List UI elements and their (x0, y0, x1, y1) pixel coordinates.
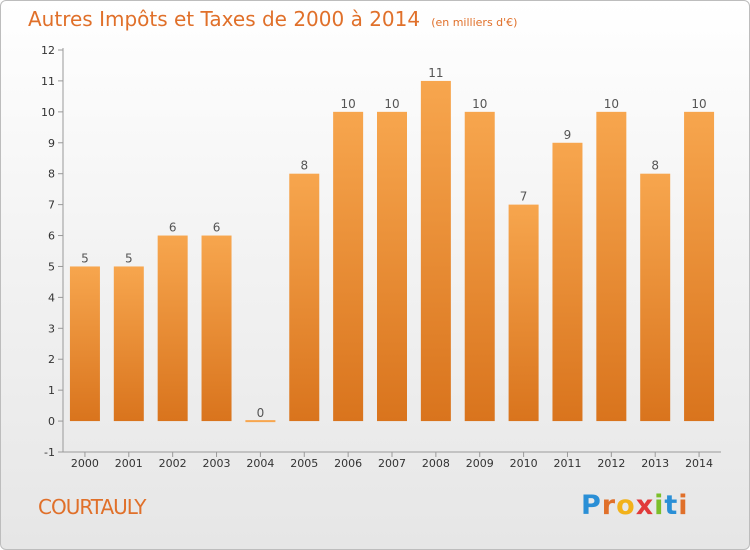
y-tick-label: -1 (44, 446, 55, 459)
bar (464, 111, 495, 422)
y-tick-label: 11 (41, 75, 55, 88)
x-tick-label: 2002 (159, 457, 187, 470)
bar (333, 111, 364, 422)
value-label: 6 (169, 221, 177, 235)
bar (113, 266, 144, 422)
bar (596, 111, 627, 422)
x-tick-label: 2009 (466, 457, 494, 470)
value-label: 10 (472, 97, 487, 111)
x-tick-label: 2013 (641, 457, 669, 470)
bar (289, 173, 320, 422)
x-tick-label: 2005 (290, 457, 318, 470)
x-tick-label: 2011 (553, 457, 581, 470)
value-label: 5 (125, 251, 133, 265)
y-tick-label: 10 (41, 106, 55, 119)
y-tick-label: 2 (48, 353, 55, 366)
x-tick-label: 2006 (334, 457, 362, 470)
bar (201, 235, 232, 422)
value-label: 11 (428, 66, 443, 80)
x-tick-label: 2008 (422, 457, 450, 470)
value-label: 8 (651, 159, 659, 173)
logo-letter: i (678, 490, 689, 521)
y-tick-label: 12 (41, 44, 55, 57)
logo-letter: x (635, 490, 655, 521)
proxiti-logo: Proxiti (581, 490, 689, 521)
value-label: 0 (257, 406, 265, 420)
x-tick-label: 2012 (597, 457, 625, 470)
x-tick-label: 2007 (378, 457, 406, 470)
y-tick-label: 3 (48, 322, 55, 335)
y-tick-label: 0 (48, 415, 55, 428)
title-row: Autres Impôts et Taxes de 2000 à 2014 (e… (28, 7, 517, 31)
chart-bars (69, 80, 715, 423)
x-tick-label: 2014 (685, 457, 713, 470)
value-label: 10 (604, 97, 619, 111)
bar (69, 266, 100, 422)
place-name: COURTAULY (38, 495, 146, 519)
logo-letter: r (601, 490, 617, 521)
chart-value-labels: 5 5 6 6 0 8 10 10 11 10 7 9 10 8 10 (81, 66, 707, 420)
value-label: 9 (564, 128, 572, 142)
bar (377, 111, 407, 422)
logo-letter: P (581, 490, 602, 521)
y-tick-label: 5 (48, 260, 55, 273)
chart-subtitle: (en milliers d'€) (431, 16, 518, 29)
value-label: 8 (300, 159, 308, 173)
logo-letter: i (654, 490, 665, 521)
x-tick-label: 2000 (71, 457, 99, 470)
y-tick-label: 6 (48, 230, 55, 243)
y-tick-label: 1 (48, 384, 55, 397)
value-label: 6 (213, 221, 221, 235)
bar (157, 235, 188, 422)
bar (420, 80, 451, 422)
value-label: 7 (520, 190, 528, 204)
bar (552, 142, 583, 422)
value-label: 10 (384, 97, 399, 111)
x-tick-label: 2004 (246, 457, 274, 470)
value-label: 10 (691, 97, 706, 111)
logo-letter: t (664, 490, 679, 521)
value-label: 10 (340, 97, 355, 111)
bar (508, 204, 539, 422)
x-tick-label: 2003 (203, 457, 231, 470)
value-label: 5 (81, 251, 89, 265)
x-tick-label: 2001 (115, 457, 143, 470)
y-tick-label: 8 (48, 168, 55, 181)
bar (684, 111, 715, 422)
chart-title: Autres Impôts et Taxes de 2000 à 2014 (28, 7, 421, 31)
logo-letter: o (616, 490, 636, 521)
x-tick-label: 2010 (510, 457, 538, 470)
y-tick-label: 7 (48, 199, 55, 212)
y-tick-label: 9 (48, 137, 55, 150)
bar (640, 173, 671, 422)
y-tick-label: 4 (48, 291, 55, 304)
